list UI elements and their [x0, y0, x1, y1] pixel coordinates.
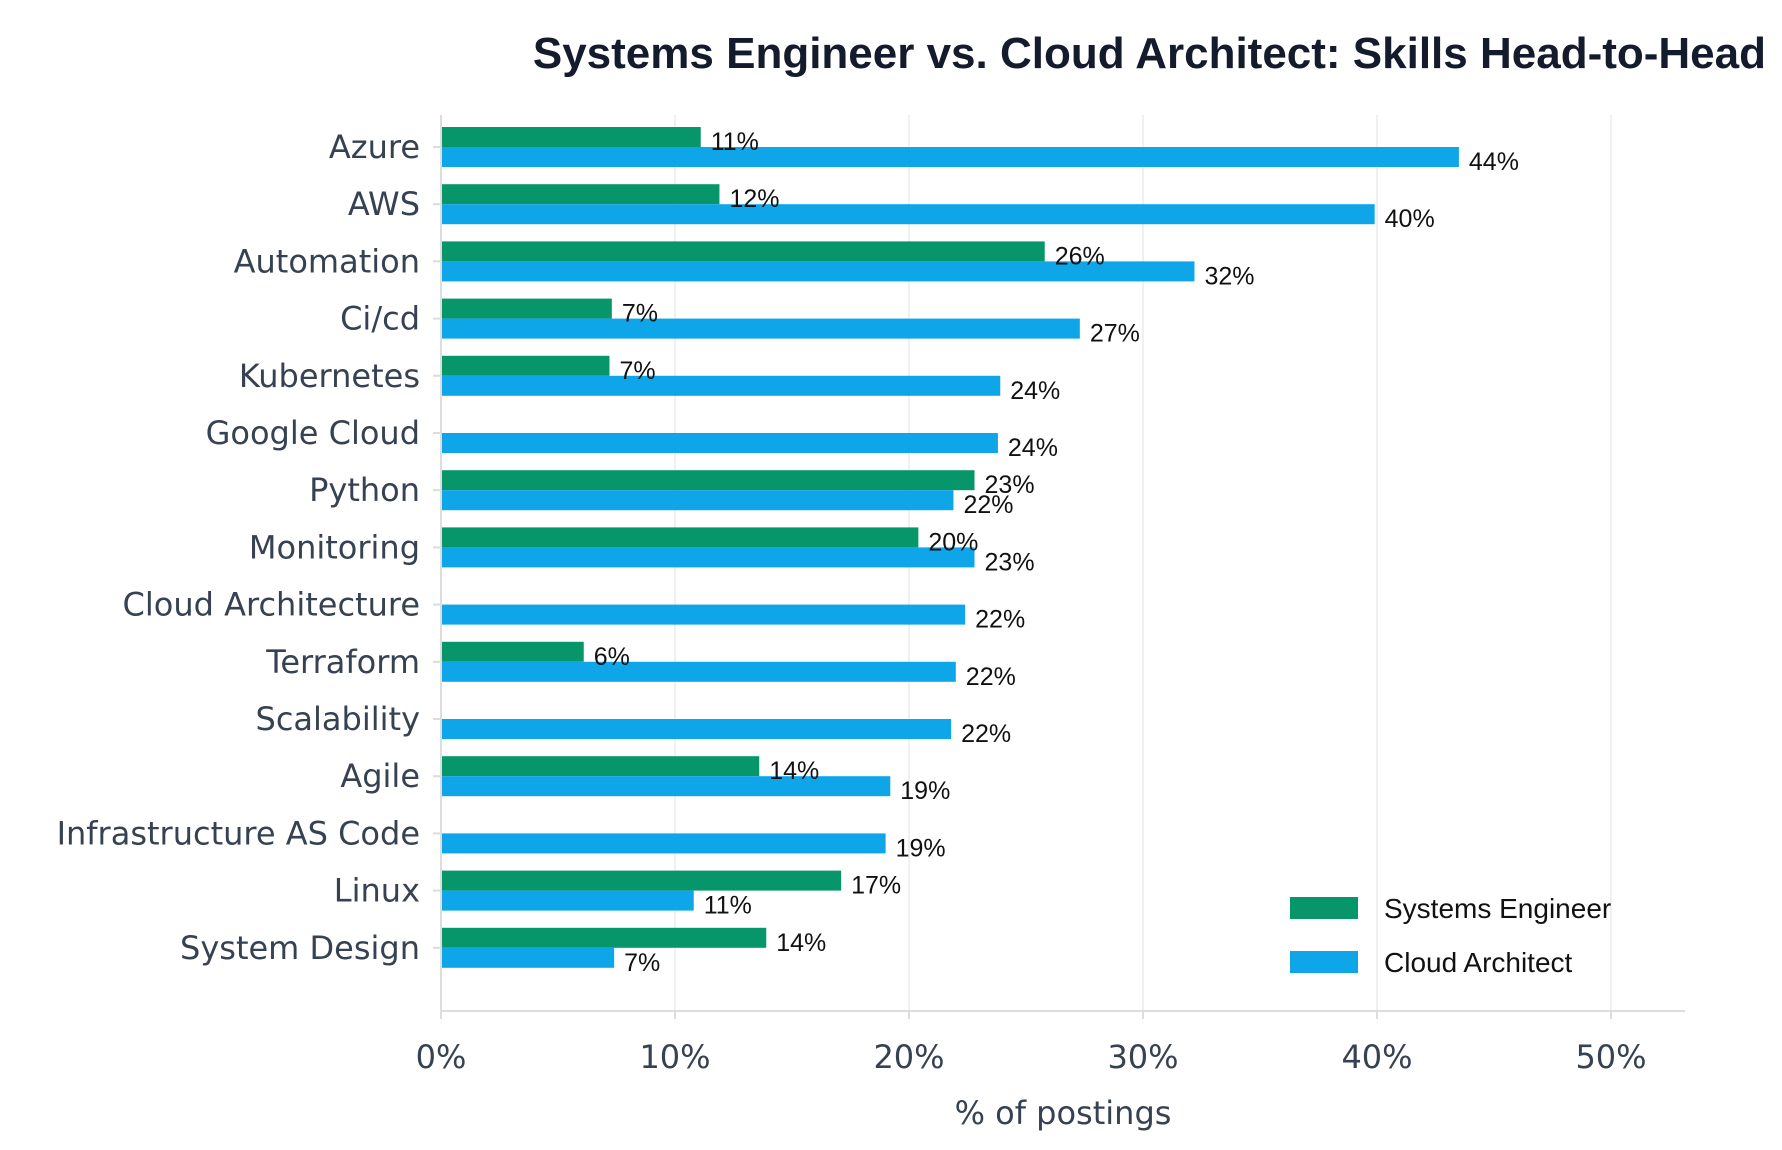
- bar-cloud-architect: [441, 661, 956, 682]
- data-label-systems-engineer: 6%: [594, 643, 630, 671]
- data-label-systems-engineer: 7%: [619, 357, 655, 385]
- data-label-systems-engineer: 7%: [622, 300, 658, 328]
- category-label: Kubernetes: [239, 357, 420, 395]
- bar-cloud-architect: [441, 719, 952, 739]
- data-label-cloud-architect: 19%: [896, 834, 946, 862]
- x-tick-label: 50%: [1575, 1038, 1646, 1076]
- data-label-cloud-architect: 22%: [963, 491, 1013, 519]
- category-label: Cloud Architecture: [123, 586, 420, 624]
- x-tick-label: 40%: [1341, 1038, 1412, 1076]
- data-label-systems-engineer: 14%: [776, 929, 826, 957]
- legend-swatch-cloud-architect: [1290, 951, 1358, 973]
- bar-systems-engineer: [441, 298, 612, 319]
- bar-systems-engineer: [441, 355, 610, 376]
- bar-cloud-architect: [441, 604, 966, 625]
- category-label: Automation: [234, 242, 420, 280]
- data-label-cloud-architect: 22%: [961, 720, 1011, 748]
- data-label-cloud-architect: 11%: [704, 892, 752, 920]
- bar-systems-engineer: [441, 870, 842, 891]
- x-tick-label: 0%: [416, 1038, 467, 1076]
- category-label: System Design: [180, 929, 420, 967]
- x-tick-label: 10%: [639, 1038, 710, 1076]
- category-label: Ci/cd: [340, 300, 420, 338]
- bar-cloud-architect: [441, 490, 954, 511]
- bar-cloud-architect: [441, 547, 975, 568]
- bar-cloud-architect: [441, 833, 886, 854]
- bar-cloud-architect: [441, 433, 998, 453]
- bar-systems-engineer: [441, 641, 584, 662]
- category-label: Monitoring: [249, 528, 420, 566]
- data-label-cloud-architect: 44%: [1469, 148, 1519, 176]
- bars: [441, 127, 1459, 968]
- x-axis-title: % of postings: [955, 1094, 1172, 1132]
- data-label-cloud-architect: 22%: [975, 606, 1025, 634]
- category-label: Linux: [334, 872, 420, 910]
- category-label: Agile: [340, 757, 420, 795]
- category-label: Python: [309, 471, 420, 509]
- bar-cloud-architect: [441, 890, 694, 911]
- data-label-cloud-architect: 22%: [966, 663, 1016, 691]
- data-labels: 11%44%12%40%26%32%7%27%7%24%24%23%22%20%…: [594, 128, 1519, 977]
- data-label-cloud-architect: 23%: [985, 548, 1035, 576]
- category-label: Infrastructure AS Code: [57, 814, 420, 852]
- bar-systems-engineer: [441, 470, 975, 491]
- data-label-cloud-architect: 32%: [1204, 262, 1254, 290]
- bar-cloud-architect: [441, 318, 1080, 339]
- bar-systems-engineer: [441, 527, 919, 548]
- bar-cloud-architect: [441, 204, 1375, 225]
- data-label-systems-engineer: 11%: [711, 128, 759, 156]
- data-label-cloud-architect: 24%: [1010, 377, 1060, 405]
- bar-cloud-architect: [441, 261, 1195, 282]
- bar-systems-engineer: [441, 127, 701, 147]
- x-tick-label: 20%: [873, 1038, 944, 1076]
- bar-systems-engineer: [441, 184, 720, 205]
- data-label-cloud-architect: 19%: [900, 777, 950, 805]
- data-label-systems-engineer: 23%: [985, 471, 1035, 499]
- legend-label-systems-engineer: Systems Engineer: [1384, 893, 1611, 924]
- data-label-cloud-architect: 7%: [624, 949, 660, 977]
- category-label: AWS: [348, 185, 420, 223]
- data-label-cloud-architect: 40%: [1385, 205, 1435, 233]
- bar-systems-engineer: [441, 756, 760, 777]
- bar-cloud-architect: [441, 776, 891, 797]
- bar-systems-engineer: [441, 927, 767, 948]
- legend: Systems Engineer Cloud Architect: [1290, 893, 1611, 978]
- data-label-systems-engineer: 17%: [851, 872, 901, 900]
- data-label-systems-engineer: 12%: [729, 185, 779, 213]
- bar-systems-engineer: [441, 241, 1045, 262]
- axes: [433, 115, 1685, 1012]
- legend-label-cloud-architect: Cloud Architect: [1384, 947, 1573, 978]
- bar-cloud-architect: [441, 375, 1001, 396]
- data-label-cloud-architect: 24%: [1008, 434, 1058, 462]
- chart-title: Systems Engineer vs. Cloud Architect: Sk…: [533, 29, 1766, 78]
- category-labels: Azure AWS Automation Ci/cd Kubernetes Google …: [57, 128, 420, 967]
- x-tick-labels: 0% 10% 20% 30% 40% 50%: [416, 1011, 1647, 1076]
- category-label: Scalability: [256, 700, 420, 738]
- data-label-systems-engineer: 14%: [769, 757, 819, 785]
- data-label-systems-engineer: 20%: [928, 528, 978, 556]
- category-label: Google Cloud: [206, 414, 420, 452]
- x-tick-label: 30%: [1107, 1038, 1178, 1076]
- category-label: Azure: [329, 128, 420, 166]
- bar-cloud-architect: [441, 947, 615, 968]
- data-label-systems-engineer: 26%: [1055, 242, 1105, 270]
- legend-swatch-systems-engineer: [1290, 897, 1358, 919]
- bar-cloud-architect: [441, 147, 1459, 167]
- category-label: Terraform: [265, 643, 420, 681]
- data-label-cloud-architect: 27%: [1090, 320, 1140, 348]
